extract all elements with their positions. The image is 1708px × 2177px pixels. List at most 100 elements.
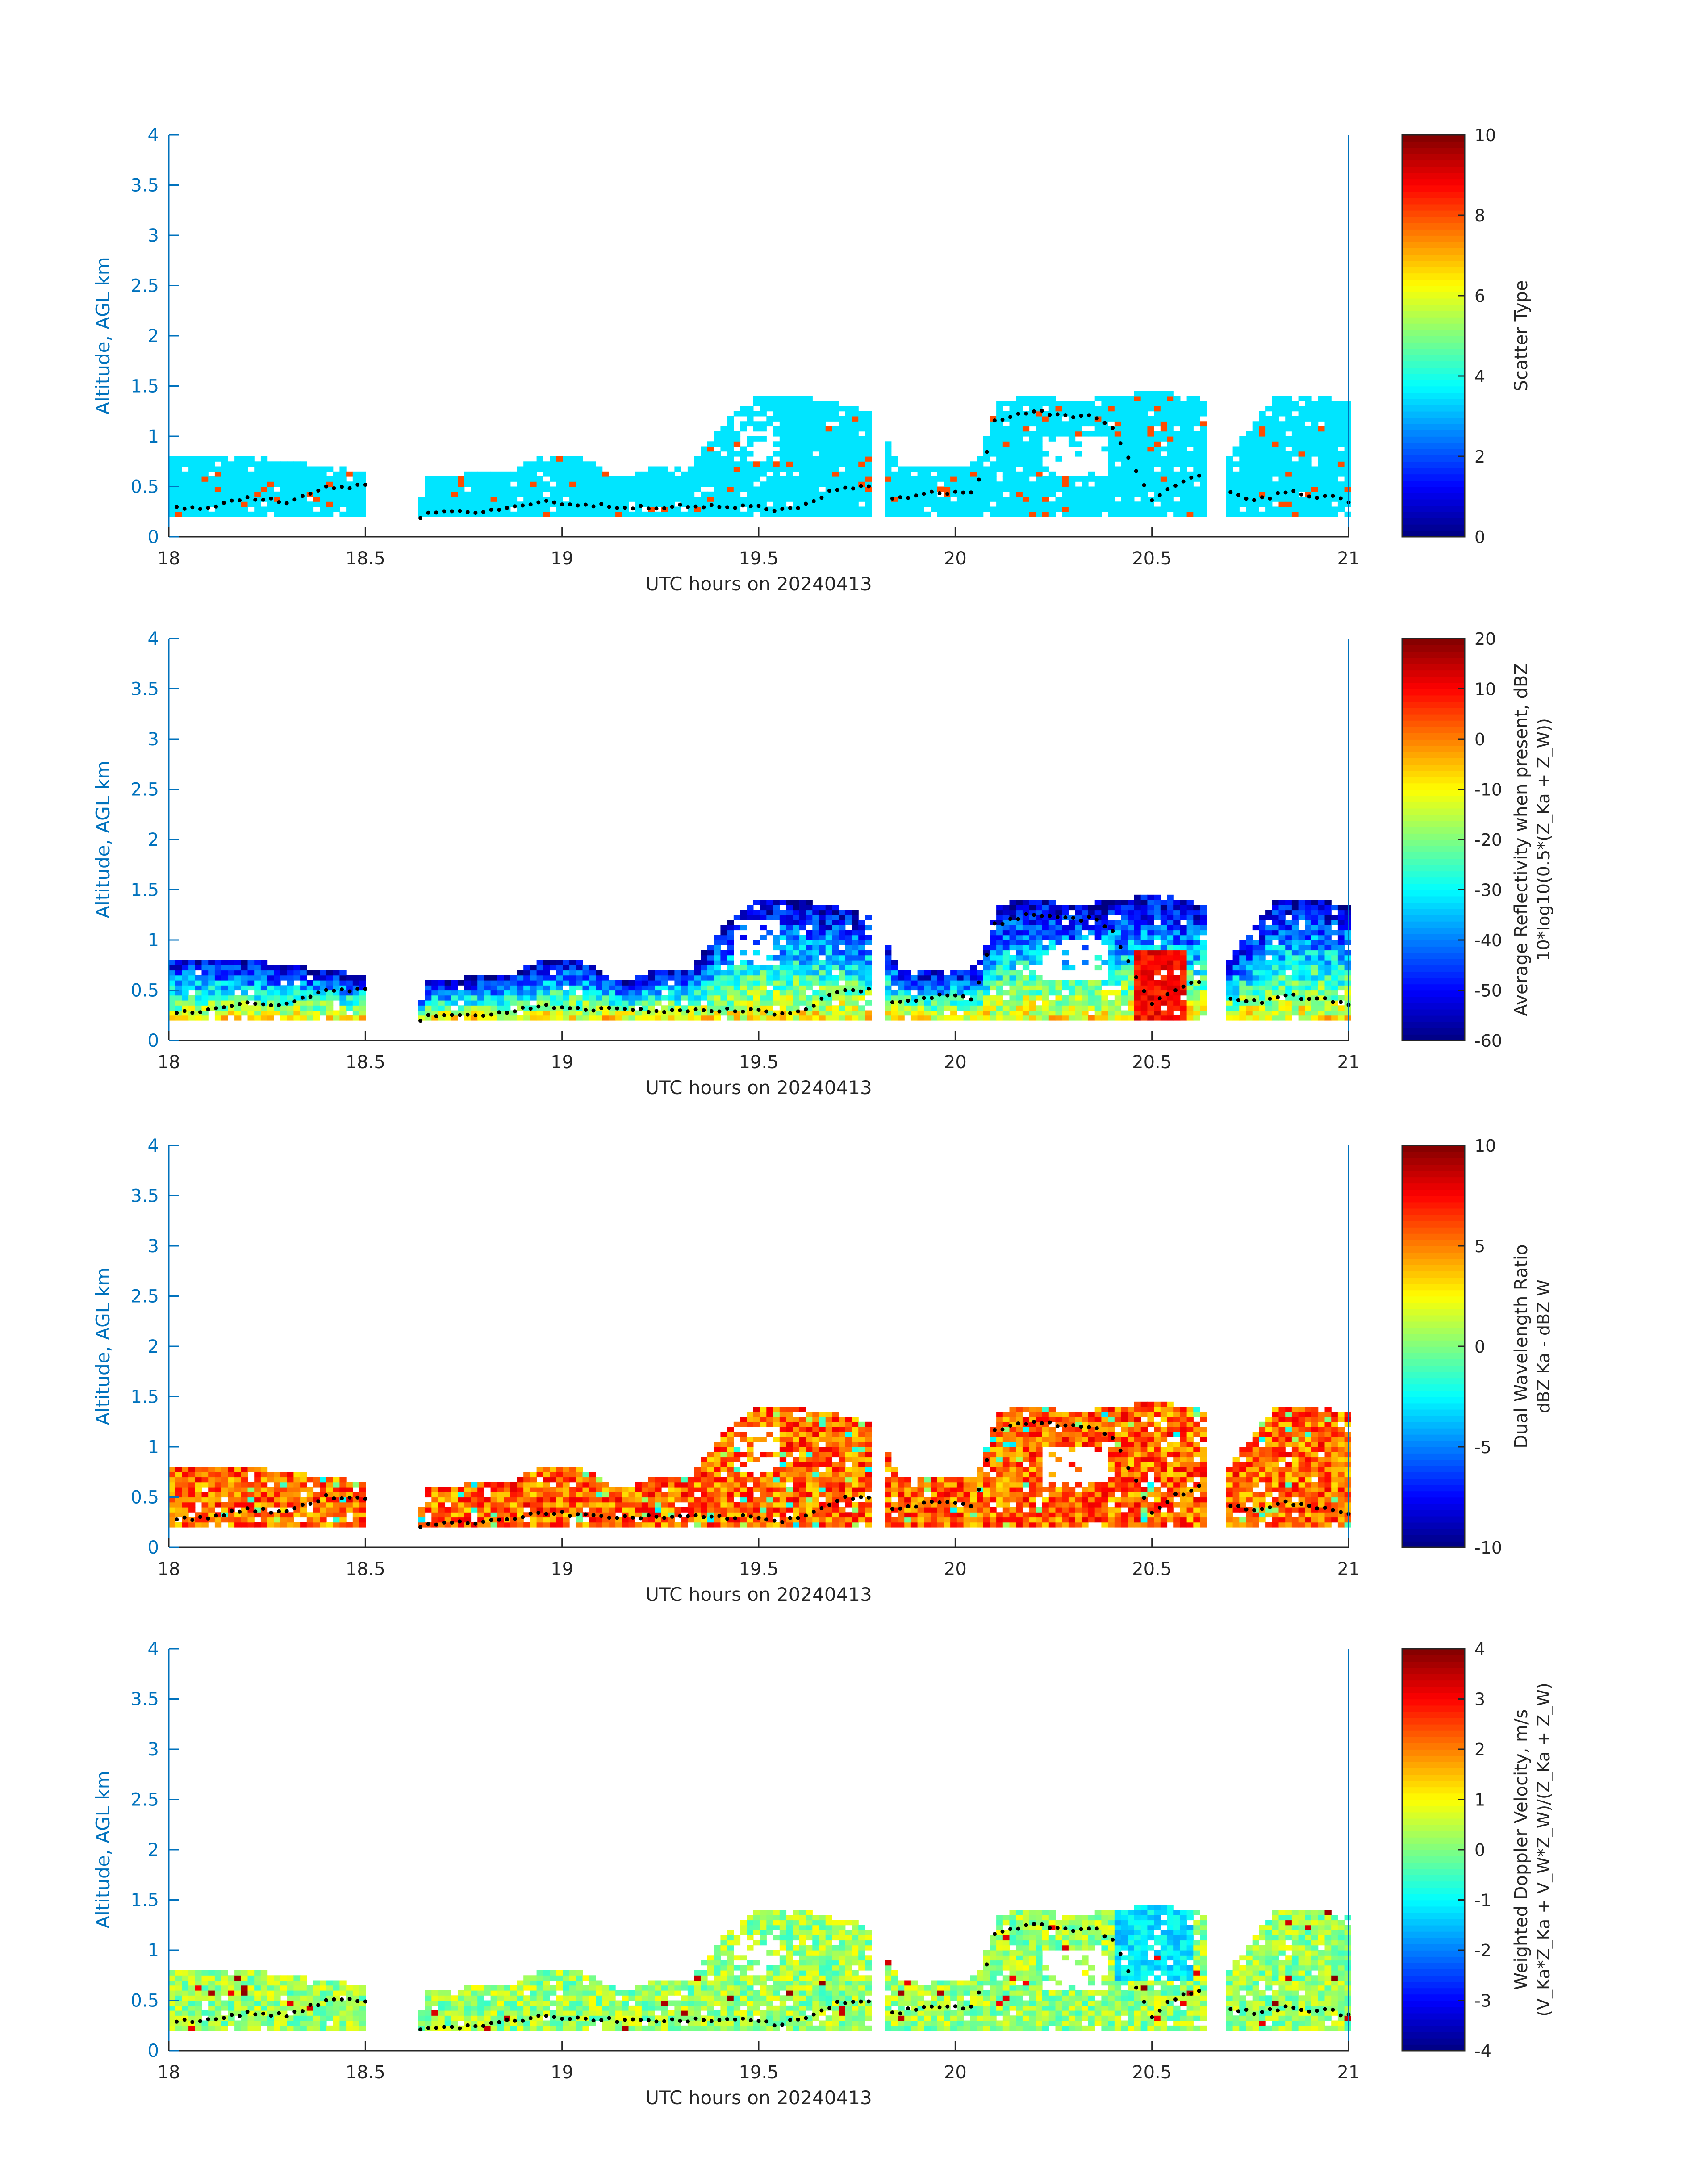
heatmap-cell <box>425 980 432 986</box>
heatmap-cell <box>963 466 970 472</box>
heatmap-cell <box>714 461 721 467</box>
heatmap-cell <box>543 511 550 517</box>
heatmap-cell <box>1337 466 1345 472</box>
heatmap-cell <box>944 471 951 477</box>
heatmap-cell <box>287 511 294 517</box>
heatmap-cell <box>1022 920 1030 925</box>
heatmap-cell <box>1259 940 1266 945</box>
heatmap-cell <box>320 1000 327 1006</box>
heatmap-cell <box>1128 501 1135 507</box>
heatmap-cell <box>359 990 366 996</box>
heatmap-cell <box>714 486 721 492</box>
heatmap-cell <box>1298 441 1305 447</box>
heatmap-cell <box>970 506 977 512</box>
heatmap-cell <box>931 476 938 482</box>
overlay-point <box>717 505 722 509</box>
heatmap-cell <box>602 985 609 991</box>
heatmap-cell <box>806 511 813 517</box>
heatmap-cell <box>885 985 892 991</box>
heatmap-cell <box>812 975 819 981</box>
heatmap-cell <box>1036 511 1043 517</box>
heatmap-cell <box>1128 511 1135 517</box>
heatmap-cell <box>517 990 524 996</box>
heatmap-cell <box>1134 466 1141 472</box>
heatmap-cell <box>793 476 800 482</box>
heatmap-cell <box>773 471 780 477</box>
heatmap-cell <box>1173 915 1181 920</box>
heatmap-cell <box>937 501 944 507</box>
heatmap-cell <box>898 466 905 472</box>
heatmap-cell <box>1193 446 1200 452</box>
heatmap-cell <box>1160 980 1168 986</box>
heatmap-cell <box>628 497 635 502</box>
overlay-point <box>1299 492 1303 497</box>
heatmap-cell <box>990 471 997 477</box>
heatmap-cell <box>582 461 589 467</box>
heatmap-cell <box>1160 391 1168 397</box>
heatmap-cell <box>786 451 793 457</box>
heatmap-cell <box>1252 491 1259 497</box>
heatmap-cell <box>1318 476 1325 482</box>
heatmap-cell <box>806 1015 813 1021</box>
heatmap-cell <box>1055 401 1062 406</box>
heatmap-cell <box>990 930 997 936</box>
heatmap-cell <box>996 990 1003 996</box>
heatmap-cell <box>1305 446 1312 452</box>
heatmap-cell <box>543 975 550 981</box>
heatmap-cell <box>720 511 727 517</box>
heatmap-cell <box>260 456 268 462</box>
heatmap-cell <box>661 491 668 497</box>
heatmap-cell <box>287 491 294 497</box>
heatmap-cell <box>444 1015 451 1021</box>
heatmap-cell <box>1154 431 1161 437</box>
heatmap-cell <box>825 1010 832 1016</box>
heatmap-cell <box>1154 461 1161 467</box>
heatmap-cell <box>1042 416 1049 422</box>
colorbar-swatch <box>1402 411 1465 418</box>
heatmap-cell <box>497 491 504 497</box>
heatmap-cell <box>694 960 701 965</box>
heatmap-cell <box>346 1000 353 1006</box>
heatmap-cell <box>845 511 852 517</box>
heatmap-cell <box>819 930 826 936</box>
heatmap-cell <box>1121 945 1128 951</box>
heatmap-cell <box>1068 406 1076 412</box>
heatmap-cell <box>996 965 1003 971</box>
heatmap-cell <box>1272 920 1279 925</box>
heatmap-cell <box>977 1000 984 1006</box>
overlay-point <box>292 497 297 502</box>
heatmap-cell <box>1193 486 1200 492</box>
overlay-point <box>528 502 533 507</box>
heatmap-cell <box>956 491 964 497</box>
overlay-point <box>1181 479 1186 484</box>
heatmap-cell <box>1291 461 1299 467</box>
heatmap-cell <box>681 476 688 482</box>
heatmap-cell <box>628 511 635 517</box>
heatmap-cell <box>1036 910 1043 915</box>
heatmap-cell <box>799 501 806 507</box>
heatmap-cell <box>556 456 563 462</box>
heatmap-cell <box>451 491 458 497</box>
heatmap-cell <box>175 471 182 477</box>
heatmap-cell <box>1324 476 1332 482</box>
heatmap-cell <box>766 497 773 502</box>
heatmap-cell <box>747 960 754 965</box>
heatmap-cell <box>438 497 445 502</box>
heatmap-cell <box>720 501 727 507</box>
heatmap-cell <box>214 481 222 487</box>
heatmap-cell <box>806 1005 813 1011</box>
heatmap-cell <box>996 1005 1003 1011</box>
heatmap-cell <box>1160 481 1168 487</box>
heatmap-cell <box>188 1015 196 1021</box>
heatmap-cell <box>1265 980 1273 986</box>
overlay-point <box>316 489 321 493</box>
heatmap-cell <box>1239 511 1246 517</box>
heatmap-cell <box>1042 466 1049 472</box>
heatmap-cell <box>563 995 570 1001</box>
heatmap-cell <box>530 511 537 517</box>
heatmap-cell <box>254 990 261 996</box>
heatmap-cell <box>241 1000 248 1006</box>
heatmap-cell <box>714 1010 721 1016</box>
heatmap-cell <box>1016 920 1023 925</box>
heatmap-cell <box>779 436 787 442</box>
